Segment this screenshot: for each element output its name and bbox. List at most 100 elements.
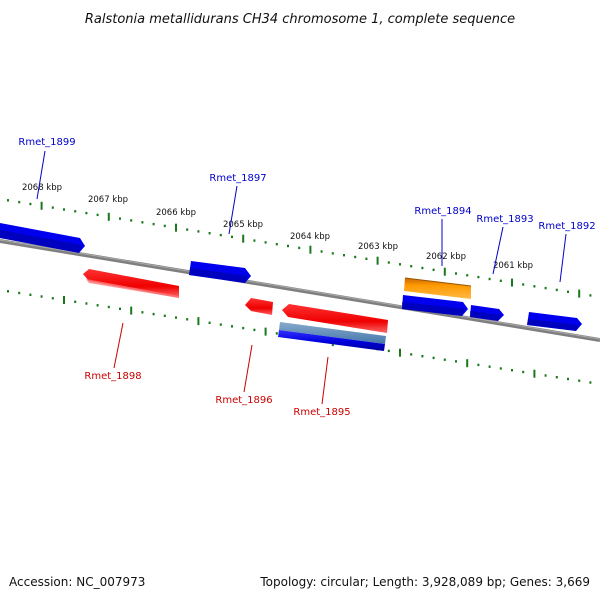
- minor-tick-mark: [298, 246, 301, 250]
- minor-tick-mark: [275, 243, 278, 246]
- gene-rmet-1898[interactable]: [83, 269, 179, 298]
- gene-rmet-1897[interactable]: [189, 261, 251, 283]
- major-tick-mark: [264, 327, 267, 336]
- gene-rmet-1893[interactable]: [470, 305, 504, 321]
- minor-tick-mark: [175, 316, 177, 319]
- minor-tick-mark: [29, 293, 32, 296]
- minor-tick-mark: [432, 356, 435, 360]
- major-tick-mark: [466, 359, 469, 368]
- tick-label-2065: 2065 kbp: [223, 220, 263, 230]
- gene-rmet-1899[interactable]: [0, 222, 85, 253]
- tick-label-2063: 2063 kbp: [358, 242, 398, 252]
- minor-tick-mark: [488, 365, 491, 368]
- minor-tick-mark: [253, 239, 256, 242]
- label-rmet-1895[interactable]: Rmet_1895: [293, 407, 350, 418]
- gene-rmet-1895-feature-steel: [279, 322, 386, 344]
- upper-tick-ruler: [7, 199, 592, 298]
- minor-tick-mark: [18, 200, 21, 204]
- label-rmet-1896[interactable]: Rmet_1896: [215, 395, 272, 406]
- minor-tick-mark: [455, 272, 457, 275]
- minor-tick-mark: [387, 349, 390, 353]
- label-rmet-1894[interactable]: Rmet_1894: [414, 206, 471, 217]
- leader-rmet-1892: [559, 233, 567, 283]
- minor-tick-mark: [399, 263, 401, 266]
- major-tick-mark: [578, 289, 581, 298]
- leader-rmet-1897: [228, 185, 238, 235]
- minor-tick-mark: [163, 314, 166, 317]
- minor-tick-mark: [544, 286, 547, 290]
- minor-tick-mark: [421, 266, 424, 270]
- minor-tick-mark: [365, 257, 368, 260]
- minor-tick-mark: [264, 241, 267, 244]
- minor-tick-mark: [152, 312, 155, 316]
- minor-tick-mark: [287, 244, 289, 248]
- minor-tick-mark: [410, 353, 413, 356]
- gene-rmet-1894-forward-part[interactable]: [402, 295, 468, 316]
- minor-tick-mark: [119, 217, 121, 220]
- minor-tick-mark: [208, 321, 211, 324]
- chromosome-backbone-highlight: [0, 239, 600, 340]
- minor-tick-mark: [578, 379, 581, 382]
- label-rmet-1893[interactable]: Rmet_1893: [476, 214, 533, 225]
- minor-tick-mark: [208, 232, 211, 235]
- gene-rmet-1895-feature-blue: [278, 330, 385, 351]
- minor-tick-mark: [96, 304, 99, 307]
- gene-rmet-1894[interactable]: [404, 277, 472, 299]
- minor-tick-mark: [522, 283, 525, 286]
- minor-tick-mark: [421, 355, 424, 358]
- gene-rmet-1892[interactable]: [527, 312, 582, 331]
- minor-tick-mark: [410, 265, 413, 268]
- minor-tick-mark: [488, 277, 491, 281]
- leader-rmet-1898: [113, 322, 124, 369]
- minor-tick-mark: [29, 202, 32, 206]
- major-tick-mark: [399, 348, 401, 357]
- tick-label-2068: 2068 kbp: [22, 183, 62, 193]
- gene-labels: Rmet_1899 Rmet_1897 Rmet_1894 Rmet_1893 …: [18, 137, 595, 418]
- minor-tick-mark: [7, 199, 9, 202]
- leader-rmet-1895: [321, 356, 329, 405]
- minor-tick-mark: [477, 363, 480, 367]
- minor-tick-mark: [544, 374, 547, 377]
- major-tick-mark: [242, 234, 245, 243]
- minor-tick-mark: [141, 311, 144, 314]
- minor-tick-mark: [443, 358, 446, 361]
- minor-tick-mark: [331, 252, 334, 255]
- minor-tick-mark: [477, 275, 480, 279]
- minor-tick-mark: [455, 360, 457, 363]
- label-rmet-1897[interactable]: Rmet_1897: [209, 173, 266, 184]
- map-title: Ralstonia metallidurans CH34 chromosome …: [85, 12, 515, 27]
- minor-tick-mark: [51, 206, 54, 209]
- minor-tick-mark: [63, 208, 65, 211]
- minor-tick-mark: [85, 302, 88, 305]
- major-tick-mark: [63, 296, 65, 304]
- minor-tick-mark: [18, 291, 21, 295]
- minor-tick-mark: [432, 268, 435, 271]
- chromosome-backbone: [0, 239, 600, 342]
- minor-tick-mark: [119, 307, 121, 310]
- label-rmet-1892[interactable]: Rmet_1892: [538, 221, 595, 232]
- gene-rmet-1895[interactable]: [282, 304, 388, 333]
- minor-tick-mark: [354, 255, 357, 259]
- minor-tick-mark: [186, 318, 189, 321]
- label-rmet-1898[interactable]: Rmet_1898: [84, 371, 141, 382]
- minor-tick-mark: [186, 228, 189, 231]
- label-rmet-1899[interactable]: Rmet_1899: [18, 137, 75, 148]
- minor-tick-mark: [275, 332, 278, 335]
- gene-rmet-1896[interactable]: [245, 298, 273, 315]
- minor-tick-mark: [85, 211, 88, 215]
- major-tick-mark: [309, 245, 312, 254]
- minor-tick-mark: [387, 261, 390, 264]
- major-tick-mark: [130, 306, 133, 315]
- minor-tick-mark: [511, 369, 513, 372]
- minor-tick-mark: [253, 328, 256, 332]
- leader-rmet-1899: [36, 150, 46, 200]
- minor-tick-mark: [466, 274, 469, 277]
- minor-tick-mark: [499, 279, 502, 282]
- minor-tick-mark: [74, 300, 77, 303]
- tick-label-2067: 2067 kbp: [88, 195, 128, 205]
- minor-tick-mark: [152, 222, 155, 226]
- major-tick-mark: [107, 212, 110, 221]
- major-tick-mark: [443, 267, 446, 276]
- minor-tick-mark: [197, 230, 200, 233]
